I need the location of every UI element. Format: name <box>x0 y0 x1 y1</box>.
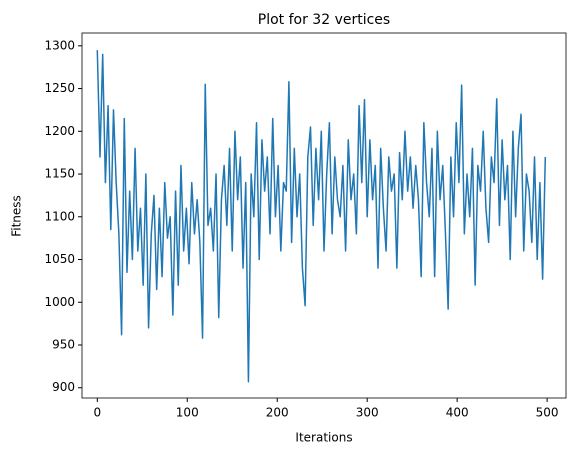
x-tick-label: 100 <box>176 406 199 420</box>
x-axis-label: Iterations <box>295 431 352 445</box>
x-tick-label: 300 <box>356 406 379 420</box>
data-line <box>96 50 547 383</box>
y-tick-label: 1000 <box>44 295 75 309</box>
y-tick-label: 1050 <box>44 252 75 266</box>
x-tick-label: 400 <box>446 406 469 420</box>
y-tick-label: 1100 <box>44 209 75 223</box>
x-tick-label: 200 <box>266 406 289 420</box>
plot-frame <box>81 32 567 399</box>
y-tick-label: 900 <box>52 380 75 394</box>
y-tick-label: 950 <box>52 338 75 352</box>
y-tick-label: 1250 <box>44 81 75 95</box>
y-tick-label: 1200 <box>44 124 75 138</box>
y-axis-label: Fitness <box>10 195 24 237</box>
x-tick-label: 500 <box>536 406 559 420</box>
chart-title: Plot for 32 vertices <box>258 12 390 28</box>
y-tick-label: 1300 <box>44 38 75 52</box>
y-tick-label: 1150 <box>44 167 75 181</box>
x-tick-label: 0 <box>93 406 101 420</box>
